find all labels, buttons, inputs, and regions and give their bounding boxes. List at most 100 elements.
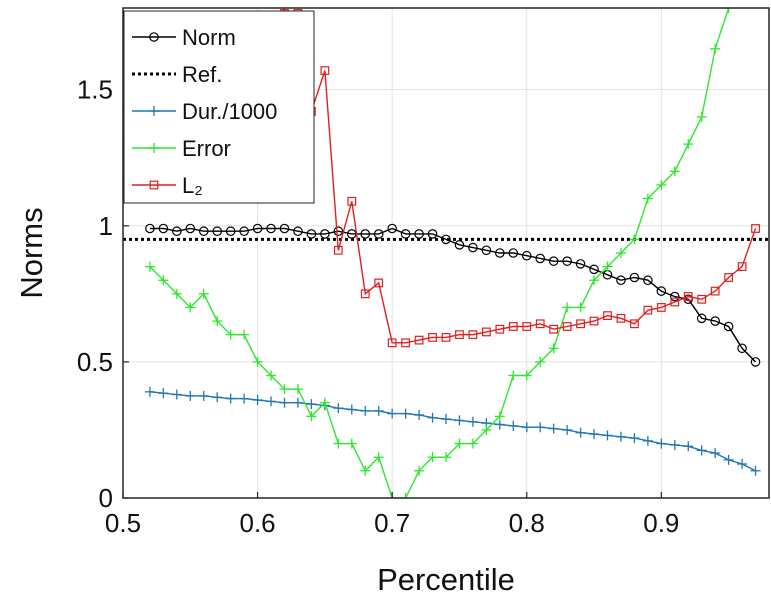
x-tick-label: 0.5 bbox=[105, 508, 141, 538]
data-point bbox=[374, 278, 384, 288]
data-point bbox=[144, 386, 155, 397]
data-point bbox=[724, 273, 734, 282]
legend-marker bbox=[149, 32, 159, 42]
data-point bbox=[360, 289, 370, 299]
data-point bbox=[373, 229, 384, 239]
data-point bbox=[723, 454, 734, 465]
data-point bbox=[495, 324, 505, 334]
data-point bbox=[669, 166, 680, 177]
data-point bbox=[548, 256, 559, 266]
data-point bbox=[319, 397, 330, 408]
data-point bbox=[455, 330, 464, 340]
data-point bbox=[427, 229, 438, 239]
data-point bbox=[522, 322, 532, 331]
data-point bbox=[616, 275, 626, 286]
legend-marker bbox=[149, 180, 159, 190]
data-point bbox=[494, 411, 505, 422]
data-point bbox=[643, 275, 653, 286]
data-point bbox=[696, 313, 707, 324]
data-point bbox=[670, 297, 680, 307]
data-point bbox=[306, 411, 317, 422]
series-line-dur-1000 bbox=[149, 391, 756, 472]
data-point bbox=[696, 445, 707, 456]
legend-item-ref: Ref. bbox=[132, 62, 222, 87]
data-point bbox=[292, 397, 303, 408]
data-point bbox=[414, 409, 425, 420]
data-point bbox=[387, 408, 398, 419]
data-point bbox=[643, 305, 653, 315]
data-point bbox=[266, 370, 277, 381]
data-point bbox=[185, 302, 196, 313]
data-point bbox=[441, 332, 451, 342]
data-point bbox=[737, 262, 747, 272]
x-tick-label: 0.9 bbox=[643, 508, 679, 538]
data-point bbox=[198, 390, 209, 401]
data-point bbox=[683, 139, 694, 150]
legend-marker bbox=[149, 106, 159, 116]
legend-label: Ref. bbox=[182, 62, 222, 87]
series-line-error bbox=[149, 8, 730, 498]
series-line-l bbox=[283, 8, 757, 344]
data-point bbox=[508, 420, 519, 431]
x-axis-label: Percentile bbox=[377, 562, 515, 597]
data-point bbox=[615, 248, 626, 258]
data-point bbox=[750, 357, 761, 367]
data-point bbox=[346, 438, 357, 449]
data-point bbox=[306, 399, 317, 410]
data-point bbox=[737, 343, 747, 354]
data-point bbox=[252, 356, 263, 367]
data-point bbox=[521, 250, 532, 261]
data-point bbox=[696, 111, 707, 122]
series-line-norm bbox=[149, 227, 756, 363]
data-point bbox=[144, 261, 155, 272]
data-point bbox=[467, 438, 478, 449]
data-point bbox=[723, 321, 734, 332]
data-point bbox=[495, 248, 505, 258]
data-point bbox=[656, 303, 666, 312]
data-point bbox=[158, 275, 169, 286]
data-point bbox=[172, 226, 182, 237]
data-point bbox=[171, 288, 182, 299]
data-point bbox=[602, 430, 613, 441]
legend-marker bbox=[149, 143, 159, 153]
data-point bbox=[266, 223, 276, 234]
data-point bbox=[414, 335, 424, 345]
data-point bbox=[576, 319, 585, 329]
data-point bbox=[225, 393, 236, 404]
y-tick-label: 1 bbox=[99, 211, 113, 241]
data-point bbox=[656, 286, 667, 296]
data-point bbox=[575, 259, 586, 269]
data-point bbox=[669, 439, 680, 450]
data-point bbox=[239, 329, 250, 340]
data-point bbox=[508, 248, 519, 258]
data-point bbox=[751, 224, 760, 233]
legend-item-dur-1000: Dur./1000 bbox=[132, 99, 277, 124]
data-point bbox=[185, 390, 196, 401]
plot-frame bbox=[122, 7, 770, 499]
data-point bbox=[508, 370, 519, 381]
data-point bbox=[293, 226, 303, 237]
y-tick-label: 1.5 bbox=[77, 75, 113, 105]
data-point bbox=[629, 272, 640, 283]
data-point bbox=[521, 370, 532, 381]
y-tick-label: 0.5 bbox=[77, 347, 113, 377]
data-point bbox=[737, 458, 748, 469]
data-point bbox=[481, 327, 491, 337]
data-point bbox=[454, 415, 465, 426]
data-point bbox=[468, 330, 478, 340]
data-point bbox=[562, 302, 573, 313]
data-point bbox=[171, 389, 182, 400]
data-point bbox=[400, 493, 411, 498]
axis-ticks: 0.5 0.6 0.7 0.8 0.900.511.5 bbox=[77, 75, 680, 538]
legend-label: L₂ bbox=[182, 173, 203, 198]
data-point bbox=[158, 223, 169, 234]
legend-item-error: Error bbox=[132, 136, 231, 161]
data-point bbox=[225, 329, 236, 340]
data-point bbox=[225, 226, 236, 237]
data-point bbox=[198, 288, 209, 299]
data-point bbox=[615, 431, 626, 442]
data-point bbox=[562, 424, 573, 435]
data-point bbox=[387, 223, 397, 234]
data-point bbox=[589, 316, 599, 326]
data-point bbox=[697, 294, 707, 304]
